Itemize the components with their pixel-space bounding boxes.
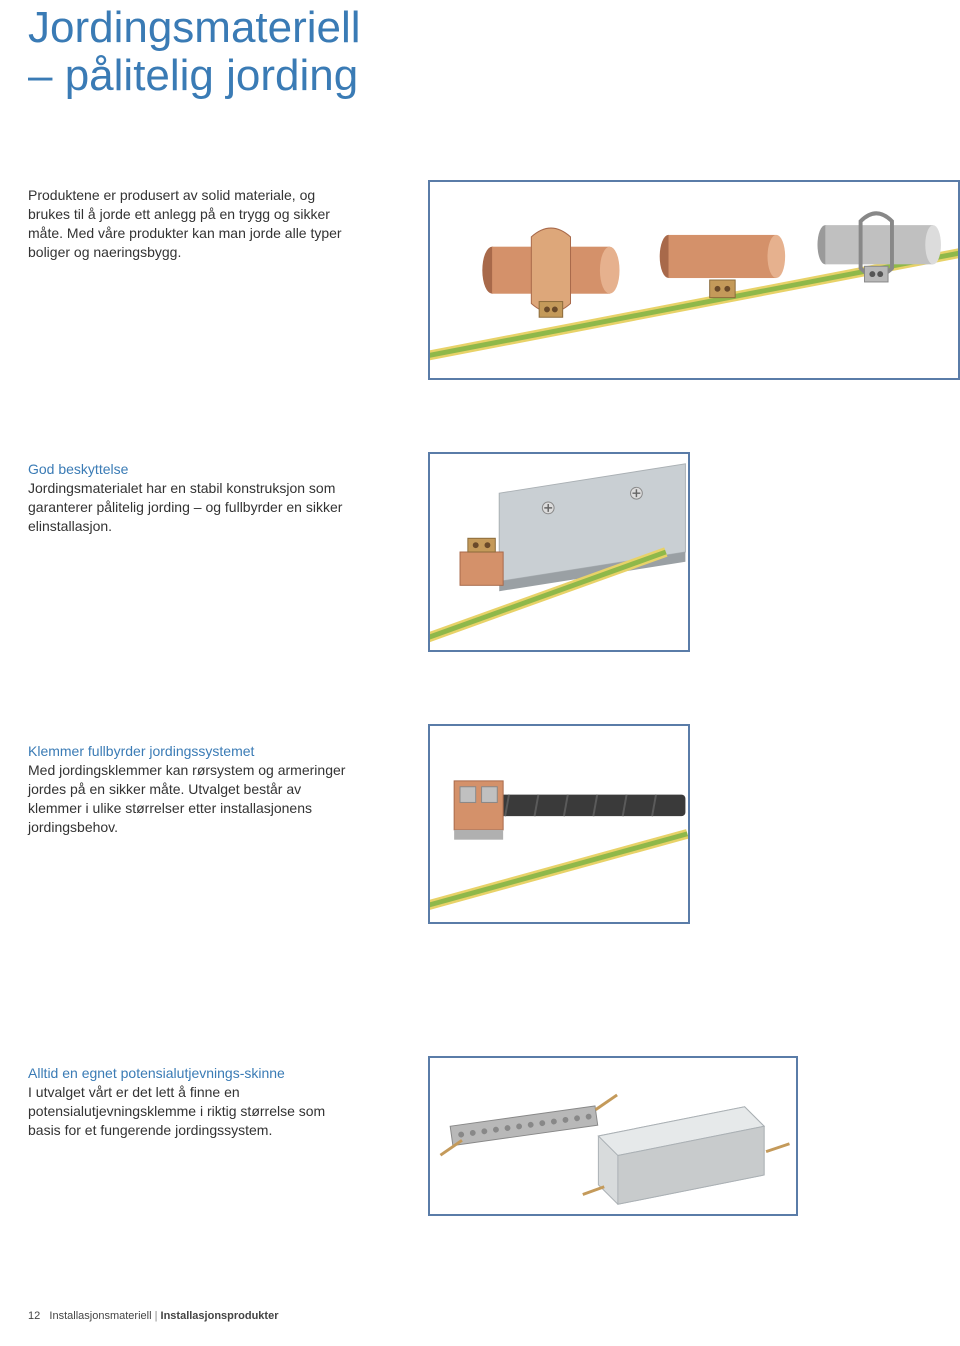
footer-separator: |: [155, 1310, 158, 1322]
intro-paragraph: Produktene er produsert av solid materia…: [28, 186, 358, 262]
page-title: Jordingsmateriell – pålitelig jording: [28, 4, 361, 99]
plate-clamp-svg: [430, 454, 688, 650]
page-footer: 12 Installasjonsmateriell | Installasjon…: [28, 1310, 279, 1322]
footer-page-number: 12: [28, 1310, 40, 1322]
section-body: I utvalget vårt er det lett å finne en p…: [28, 1084, 325, 1138]
footer-doc-part1: Installasjonsmateriell: [49, 1310, 151, 1322]
pipe-clamps-svg: [430, 182, 958, 378]
illustration-pipe-clamps: [428, 180, 960, 380]
section-heading: Klemmer fullbyrder jordingssystemet: [28, 743, 254, 759]
section-heading: God beskyttelse: [28, 461, 128, 477]
title-line-2: – pålitelig jording: [28, 52, 361, 100]
title-line-1: Jordingsmateriell: [28, 4, 361, 52]
section-potensialutjevning: Alltid en egnet potensialutjevnings-skin…: [28, 1064, 358, 1140]
footer-doc-part2: Installasjonsprodukter: [161, 1310, 279, 1322]
illustration-rebar-clamp: [428, 724, 690, 924]
section-god-beskyttelse: God beskyttelse Jordingsmaterialet har e…: [28, 460, 358, 536]
section-body: Med jordingsklemmer kan rørsystem og arm…: [28, 762, 345, 835]
illustration-plate-clamp: [428, 452, 690, 652]
rebar-clamp-svg: [430, 726, 688, 922]
section-klemmer: Klemmer fullbyrder jordingssystemet Med …: [28, 742, 358, 836]
section-body: Jordingsmaterialet har en stabil konstru…: [28, 480, 342, 534]
illustration-busbar: [428, 1056, 798, 1216]
busbar-svg: [430, 1058, 796, 1214]
section-heading: Alltid en egnet potensialutjevnings-skin…: [28, 1065, 285, 1081]
